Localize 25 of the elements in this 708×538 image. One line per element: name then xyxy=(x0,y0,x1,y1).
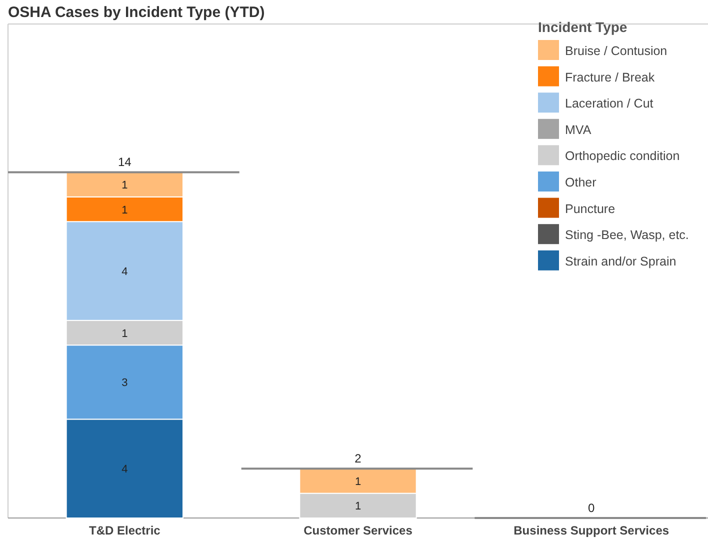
data-label: 1 xyxy=(122,328,128,340)
data-label: 4 xyxy=(122,464,128,476)
data-label: 1 xyxy=(354,476,362,488)
data-label: 1 xyxy=(122,204,128,216)
data-label: 1 xyxy=(122,180,128,192)
legend-label: Orthopedic condition xyxy=(565,149,680,164)
legend-title: Incident Type xyxy=(538,19,628,35)
total-label: 2 xyxy=(354,452,362,466)
total-label: 14 xyxy=(118,155,132,170)
data-label: 4 xyxy=(122,266,128,278)
legend-label: Other xyxy=(565,176,596,190)
legend-label: Strain and/or Sprain xyxy=(565,254,676,268)
total-label: 0 xyxy=(588,501,595,515)
chart-title: OSHA Cases by Incident Type (YTD) xyxy=(8,4,265,21)
legend-label: Fracture / Break xyxy=(565,70,656,84)
data-label: 1 xyxy=(354,500,362,513)
legend-label: Laceration / Cut xyxy=(565,96,654,111)
legend-label: Puncture xyxy=(565,202,616,216)
x-tick-label: Customer Services xyxy=(304,524,413,538)
legend-label: Bruise / Contusion xyxy=(565,44,668,58)
legend-label: Sting -Bee, Wasp, etc. xyxy=(565,228,689,242)
x-tick-label: Business Support Services xyxy=(514,524,670,538)
x-tick-label: T&D Electric xyxy=(88,524,161,538)
data-label: 3 xyxy=(122,377,128,390)
legend-label: MVA xyxy=(565,122,592,137)
